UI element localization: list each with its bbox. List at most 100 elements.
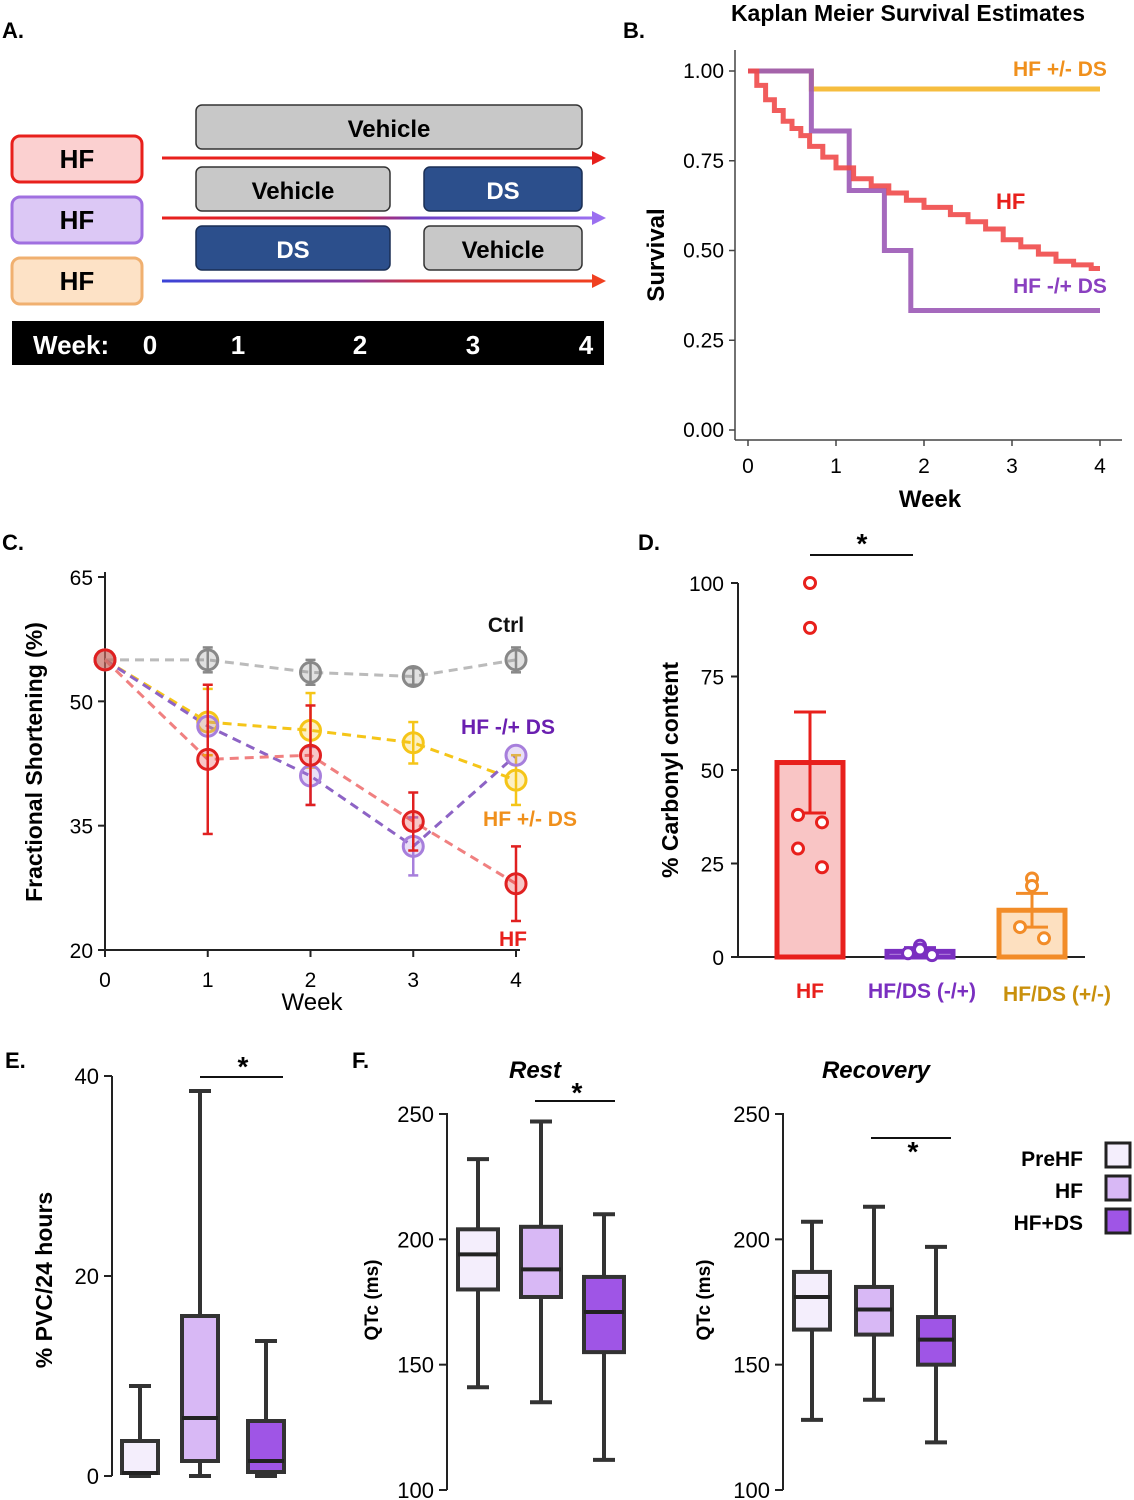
- week-0: 0: [143, 330, 157, 360]
- week-bar-label: Week:: [33, 330, 109, 360]
- legend-swatch-hf-ds: [1104, 1207, 1132, 1235]
- rest-sig-star: *: [572, 1077, 583, 1108]
- group-label-2: HF: [60, 205, 95, 235]
- arrow-head-1: [592, 151, 606, 165]
- rest-ytick-label: 250: [397, 1102, 434, 1127]
- carbonyl-y-label: % Carbonyl content: [657, 662, 683, 878]
- recovery-ytick-label: 150: [733, 1353, 770, 1378]
- vehicle-box-b-label: Vehicle: [462, 237, 545, 264]
- km-ytick-label: 0.00: [683, 419, 724, 442]
- rest-boxes: [456, 1119, 626, 1462]
- fs-label-ctrl: Ctrl: [488, 614, 524, 637]
- carbonyl-point-0: [815, 815, 829, 830]
- carbonyl-ticks: 0 25 50 75 100: [689, 573, 738, 970]
- ds-box-b-label: DS: [276, 237, 309, 264]
- carbonyl-point-0: [803, 576, 817, 590]
- fs-xtick-label: 0: [99, 969, 111, 992]
- week-1: 1: [231, 330, 245, 360]
- carbonyl-point-1: [913, 942, 927, 957]
- group-box-2: [10, 195, 144, 245]
- legend-label-hf: HF: [1055, 1180, 1083, 1203]
- panel-c-fractional-shortening: 20 35 50 65 0 1 2 3 4 Week Fractional Shortening…: [21, 567, 577, 1016]
- pvc-boxes: [120, 1089, 286, 1478]
- carbonyl-ytick-label: 25: [701, 854, 724, 877]
- panel-f-recovery: Recovery 100 150 200 250 QTc (ms) *: [694, 1057, 956, 1500]
- week-3: 3: [466, 330, 480, 360]
- fs-ytick-label: 65: [70, 567, 93, 590]
- vehicle-box-full-label: Vehicle: [348, 116, 431, 143]
- legend-label-prehf: PreHF: [1021, 1148, 1083, 1171]
- legend-ef: PreHF HF HF+DS: [1014, 1141, 1132, 1235]
- recovery-ticks: 100 150 200 250: [733, 1102, 783, 1500]
- carbonyl-cat-hf-ds-pm: HF/DS (+/-): [1003, 983, 1111, 1006]
- arrow-line-2: [162, 216, 592, 220]
- fs-x-label: Week: [282, 989, 344, 1016]
- fs-point-ctrl: [299, 660, 322, 684]
- panel-label-d: D.: [638, 530, 660, 555]
- rest-ytick-label: 150: [397, 1353, 434, 1378]
- km-title: Kaplan Meier Survival Estimates: [731, 0, 1085, 26]
- ds-box-a: [423, 166, 583, 212]
- legend-swatch-prehf: [1104, 1141, 1132, 1169]
- rest-y-label: QTc (ms): [362, 1260, 383, 1341]
- rest-ytick-label: 100: [397, 1478, 434, 1500]
- carbonyl-cat-hf: HF: [796, 980, 824, 1003]
- km-ytick-label: 0.50: [683, 240, 724, 263]
- carbonyl-point-1: [925, 948, 939, 963]
- km-line-hf-ds: [748, 68, 1100, 313]
- group-box-1: [10, 134, 144, 184]
- rest-ytick-label: 200: [397, 1227, 434, 1252]
- fs-xtick-label: 1: [202, 969, 214, 992]
- fs-label-hf-pm-ds: HF +/- DS: [483, 808, 577, 831]
- km-xtick-label: 2: [918, 455, 930, 478]
- panel-label-f: F.: [352, 1048, 369, 1073]
- fs-series: [93, 646, 528, 923]
- fs-point-hf: [196, 747, 220, 771]
- km-lines: [748, 68, 1100, 313]
- pvc-box-hf: [180, 1314, 220, 1463]
- rest-box-prehf: [456, 1227, 500, 1292]
- carbonyl-point-2: [1037, 931, 1051, 946]
- panel-label-a: A.: [2, 18, 24, 43]
- pvc-ticks: 0 20 40: [75, 1064, 112, 1489]
- fs-y-label: Fractional Shortening (%): [21, 622, 47, 902]
- fs-label-hf-mp-ds: HF -/+ DS: [461, 716, 555, 739]
- pvc-ytick-label: 40: [75, 1064, 99, 1089]
- vehicle-box-b: [423, 225, 583, 271]
- km-xtick-label: 1: [830, 455, 842, 478]
- km-ticks: 0.00 0.25 0.50 0.75 1.00 0 1 2 3 4: [683, 60, 1106, 478]
- pvc-ytick-label: 0: [87, 1464, 99, 1489]
- carbonyl-point-0: [791, 807, 805, 822]
- pvc-box-hf-ds: [246, 1419, 286, 1474]
- carbonyl-ytick-label: 100: [689, 573, 724, 596]
- ds-box-a-label: DS: [486, 178, 519, 205]
- legend-swatch-hf: [1104, 1174, 1132, 1202]
- panel-label-e: E.: [5, 1048, 26, 1073]
- fs-point-hf: [504, 872, 528, 896]
- fs-line-hf-ds: [104, 658, 517, 782]
- pvc-ytick-label: 20: [75, 1264, 99, 1289]
- fs-xtick-label: 4: [510, 969, 522, 992]
- km-label-hf-mp-ds: HF -/+ DS: [1013, 275, 1107, 298]
- carbonyl-bars: [774, 576, 1068, 963]
- fs-line-ctrl: [105, 658, 517, 678]
- carbonyl-ytick-label: 75: [701, 667, 724, 690]
- ds-box-b: [195, 225, 391, 271]
- km-xtick-label: 3: [1006, 455, 1018, 478]
- recovery-sig-star: *: [908, 1136, 919, 1167]
- panel-f-rest: Rest 100 150 200 250 QTc (ms) *: [362, 1057, 626, 1500]
- carbonyl-point-0: [803, 620, 817, 635]
- vehicle-box-a: [195, 166, 391, 212]
- fs-label-hf: HF: [499, 928, 527, 951]
- fs-xtick-label: 2: [305, 969, 317, 992]
- fs-xtick-label: 3: [407, 969, 419, 992]
- carbonyl-ytick-label: 50: [701, 760, 724, 783]
- panel-b-kaplan-meier: Kaplan Meier Survival Estimates 0.00 0.25…: [643, 0, 1122, 513]
- km-xtick-label: 4: [1094, 455, 1106, 478]
- carbonyl-point-0: [791, 841, 805, 856]
- rest-box-hf-ds: [582, 1274, 626, 1355]
- fs-ticks: 20 35 50 65 0 1 2 3 4: [70, 567, 523, 992]
- km-ytick-label: 0.25: [683, 329, 724, 352]
- week-2: 2: [353, 330, 367, 360]
